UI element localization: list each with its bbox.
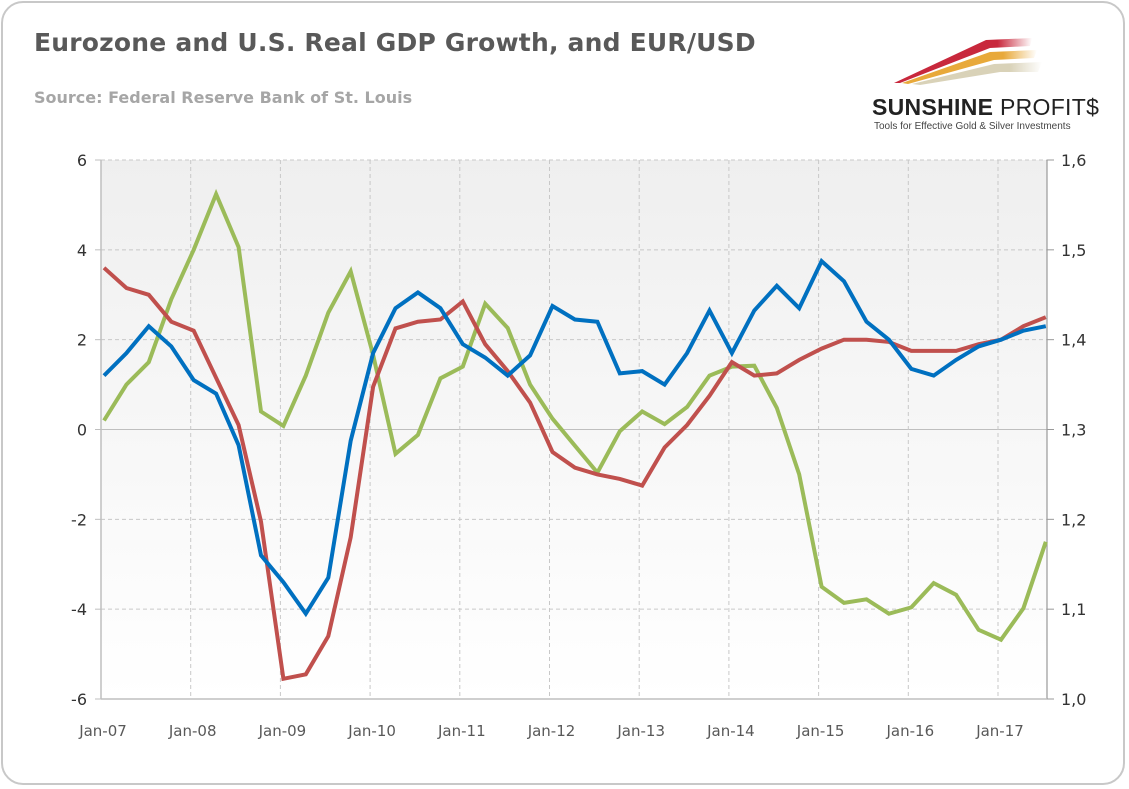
x-tick-label: Jan-09 [258, 722, 307, 740]
logo-name: SUNSHINE PROFIT$ [872, 94, 1100, 120]
x-tick-label: Jan-08 [168, 722, 217, 740]
left-tick-label: 0 [77, 421, 87, 440]
chart-title: Eurozone and U.S. Real GDP Growth, and E… [34, 28, 756, 57]
series-lines [102, 188, 1048, 682]
x-tick-label: Jan-15 [796, 722, 845, 740]
x-tick-label: Jan-11 [437, 722, 486, 740]
x-tick-label: Jan-16 [885, 722, 934, 740]
right-tick-label: 1,3 [1061, 421, 1086, 440]
left-tick-label: 6 [77, 151, 87, 170]
right-tick-label: 1,4 [1061, 331, 1086, 350]
x-axis-ticks: Jan-07 Jan-08 Jan-09 Jan-10 Jan-11 Jan-12 Jan-… [78, 722, 1024, 740]
right-axis-ticks: 1,0 1,1 1,2 1,3 1,4 1,5 1,6 [1047, 151, 1086, 709]
chart-subtitle: Source: Federal Reserve Bank of St. Loui… [34, 88, 413, 107]
left-tick-label: 4 [77, 241, 87, 260]
x-tick-label: Jan-07 [78, 722, 127, 740]
logo-arrows-icon [894, 38, 1042, 85]
logo-tagline: Tools for Effective Gold & Silver Invest… [874, 121, 1071, 132]
left-tick-label: -2 [71, 510, 87, 529]
left-tick-label: -6 [71, 690, 87, 709]
right-tick-label: 1,2 [1061, 510, 1086, 529]
right-tick-label: 1,6 [1061, 151, 1086, 170]
x-tick-label: Jan-13 [616, 722, 665, 740]
x-tick-label: Jan-12 [527, 722, 576, 740]
left-tick-label: 2 [77, 331, 87, 350]
x-tick-label: Jan-10 [347, 722, 396, 740]
sunshine-profits-logo: SUNSHINE PROFIT$ Tools for Effective Gol… [862, 28, 1099, 138]
series-line-eur-usd [102, 188, 1048, 643]
right-tick-label: 1,1 [1061, 600, 1086, 619]
right-tick-label: 1,0 [1061, 690, 1086, 709]
x-tick-label: Jan-14 [706, 722, 755, 740]
right-tick-label: 1,5 [1061, 241, 1086, 260]
series-line-u-s-real-gdp-growth [102, 257, 1047, 618]
left-tick-label: -4 [71, 600, 87, 619]
x-tick-label: Jan-17 [975, 722, 1024, 740]
left-axis-ticks: -6 -4 -2 0 2 4 6 [71, 151, 101, 709]
